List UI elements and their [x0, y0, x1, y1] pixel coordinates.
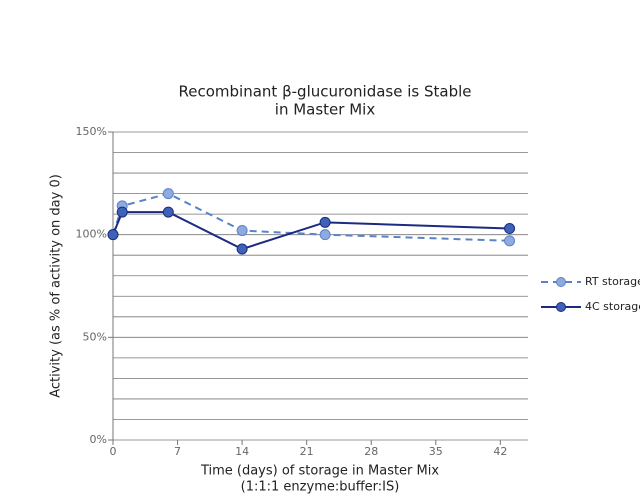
y-tick-label: 100%: [76, 228, 107, 241]
data-point: [504, 235, 516, 247]
data-point: [162, 188, 174, 200]
data-point: [319, 229, 331, 241]
data-point: [504, 223, 516, 235]
x-axis-label: Time (days) of storage in Master Mix: [200, 464, 439, 479]
legend-marker: [556, 277, 566, 287]
x-tick-label: 21: [300, 445, 314, 458]
data-point: [162, 206, 174, 218]
y-tick-label: 50%: [83, 330, 107, 343]
legend-marker: [556, 302, 566, 312]
data-point: [236, 243, 248, 255]
data-point: [236, 225, 248, 237]
y-tick-label: 0%: [90, 433, 107, 446]
x-tick-label: 42: [493, 445, 507, 458]
series-line: [112, 211, 510, 251]
x-axis-label: (1:1:1 enzyme:buffer:IS): [241, 480, 400, 495]
y-axis-label: Activity (as % of activity on day 0): [49, 174, 64, 398]
legend-label: RT storage: [585, 275, 640, 288]
x-tick-label: 35: [429, 445, 443, 458]
data-point: [107, 229, 119, 241]
x-tick-label: 0: [110, 445, 117, 458]
x-tick-label: 28: [364, 445, 378, 458]
x-tick-label: 14: [235, 445, 249, 458]
chart-title: Recombinant β-glucuronidase is Stable: [179, 83, 472, 101]
legend-label: 4C storage: [585, 300, 640, 313]
series-line: [112, 192, 510, 242]
x-tick-label: 7: [174, 445, 181, 458]
data-point: [319, 216, 331, 228]
chart-title: in Master Mix: [275, 101, 376, 119]
data-point: [116, 206, 128, 218]
y-tick-label: 150%: [76, 125, 107, 138]
